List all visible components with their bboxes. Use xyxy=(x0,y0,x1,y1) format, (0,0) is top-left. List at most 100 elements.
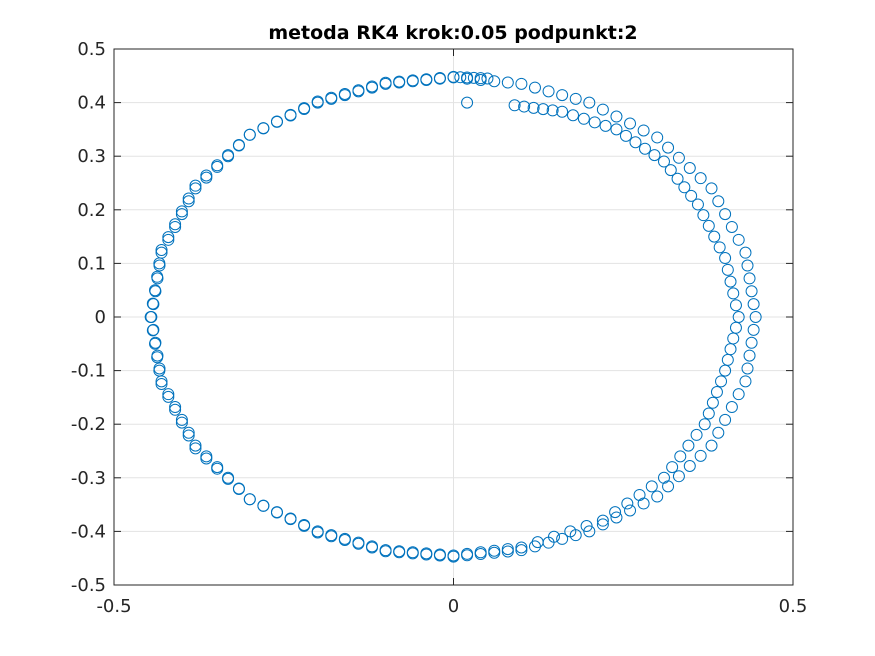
data-point-marker xyxy=(200,452,213,465)
data-point-marker xyxy=(729,299,742,312)
data-point-marker xyxy=(624,504,637,517)
data-point-marker xyxy=(420,73,433,86)
data-point-marker xyxy=(619,129,632,142)
data-point-marker xyxy=(447,550,460,563)
data-point-marker xyxy=(580,520,593,533)
data-point-marker xyxy=(454,71,467,84)
data-point-marker xyxy=(433,72,446,85)
y-tick-label: 0.5 xyxy=(77,39,106,60)
data-point-marker xyxy=(583,96,596,109)
data-point-marker xyxy=(678,181,691,194)
data-point-marker xyxy=(338,533,351,546)
data-point-marker xyxy=(629,136,642,149)
x-tick-label: -0.5 xyxy=(96,596,131,617)
data-point-marker xyxy=(189,439,202,452)
y-tick-label: -0.3 xyxy=(71,468,106,489)
data-point-marker xyxy=(149,337,162,350)
data-markers xyxy=(144,70,762,563)
data-point-marker xyxy=(705,439,718,452)
data-point-marker xyxy=(719,252,732,265)
data-point-marker xyxy=(745,285,758,298)
data-point-marker xyxy=(698,418,711,431)
data-point-marker xyxy=(710,386,723,399)
data-point-marker xyxy=(406,74,419,87)
data-point-marker xyxy=(189,182,202,195)
data-point-marker xyxy=(610,123,623,136)
data-point-marker xyxy=(189,442,202,455)
data-point-marker xyxy=(501,76,514,89)
data-point-marker xyxy=(461,549,474,562)
data-point-marker xyxy=(719,413,732,426)
data-point-marker xyxy=(488,75,501,88)
data-point-marker xyxy=(243,493,256,506)
data-point-marker xyxy=(702,407,715,420)
y-tick-label: -0.4 xyxy=(71,521,106,542)
data-point-marker xyxy=(146,324,159,337)
data-point-marker xyxy=(596,103,609,116)
data-point-marker xyxy=(200,169,213,182)
data-point-marker xyxy=(189,179,202,192)
data-point-marker xyxy=(518,100,531,113)
data-point-marker xyxy=(672,151,685,164)
data-point-marker xyxy=(169,220,182,233)
data-point-marker xyxy=(637,124,650,137)
data-point-marker xyxy=(325,530,338,543)
data-point-marker xyxy=(719,364,732,377)
data-point-marker xyxy=(155,378,168,390)
data-point-marker xyxy=(461,71,474,84)
data-point-marker xyxy=(645,480,658,493)
data-point-marker xyxy=(232,138,245,151)
data-point-marker xyxy=(232,483,245,496)
data-point-marker xyxy=(379,76,392,89)
data-point-marker xyxy=(515,544,528,557)
data-point-marker xyxy=(624,117,637,130)
data-point-marker xyxy=(697,209,710,222)
data-point-marker xyxy=(690,428,703,441)
data-point-marker xyxy=(702,219,715,232)
data-point-marker xyxy=(683,161,696,174)
data-point-marker xyxy=(151,351,164,364)
data-point-marker xyxy=(712,426,725,439)
data-point-marker xyxy=(599,119,612,132)
data-point-marker xyxy=(175,208,188,221)
data-point-marker xyxy=(162,231,175,244)
data-point-marker xyxy=(528,540,541,553)
data-point-marker xyxy=(352,84,365,97)
data-point-marker xyxy=(474,548,487,561)
data-point-marker xyxy=(257,499,270,512)
data-point-marker xyxy=(556,89,569,102)
data-point-marker xyxy=(743,272,756,285)
data-point-marker xyxy=(724,275,737,288)
data-point-marker xyxy=(175,413,188,426)
data-point-marker xyxy=(705,182,718,195)
data-point-marker xyxy=(719,208,732,221)
data-point-marker xyxy=(379,545,392,558)
data-point-marker xyxy=(162,390,175,403)
data-point-marker xyxy=(146,297,159,310)
data-point-marker xyxy=(515,541,528,554)
data-point-marker xyxy=(739,246,752,259)
data-point-marker xyxy=(175,416,188,429)
data-point-marker xyxy=(732,233,745,246)
data-point-marker xyxy=(147,323,160,336)
data-point-marker xyxy=(610,511,623,524)
data-point-marker xyxy=(712,195,725,208)
data-point-marker xyxy=(664,164,677,177)
data-point-marker xyxy=(488,546,501,559)
y-tick-label: -0.5 xyxy=(71,575,106,596)
data-point-marker xyxy=(182,429,195,442)
data-point-marker xyxy=(169,401,182,414)
data-point-marker xyxy=(222,472,235,485)
data-point-marker xyxy=(284,513,297,526)
y-tick-label: 0.1 xyxy=(77,253,106,274)
data-point-marker xyxy=(621,497,634,510)
data-point-marker xyxy=(515,77,528,90)
data-point-marker xyxy=(298,519,311,532)
y-tick-label: -0.2 xyxy=(71,414,106,435)
data-point-marker xyxy=(583,525,596,538)
data-point-marker xyxy=(638,142,651,155)
data-point-marker xyxy=(672,470,685,483)
data-point-marker xyxy=(694,449,707,462)
x-tick-label: 0.5 xyxy=(779,596,808,617)
